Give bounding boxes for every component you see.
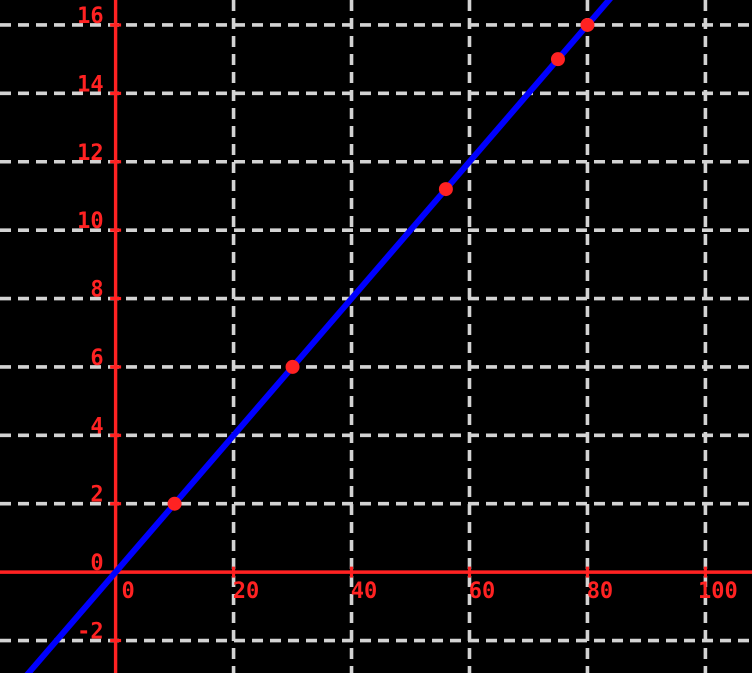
- data-point: [285, 359, 300, 374]
- y-tick-label: 0: [90, 551, 103, 576]
- y-tick-label: 10: [77, 209, 104, 234]
- data-point: [580, 17, 595, 32]
- data-point: [167, 496, 182, 511]
- y-tick-label: 6: [90, 346, 103, 371]
- data-point: [438, 182, 453, 197]
- x-tick-label: 60: [469, 579, 496, 604]
- y-tick-label: 4: [90, 414, 103, 439]
- y-tick-label: 16: [77, 4, 104, 29]
- y-tick-label: 8: [90, 278, 103, 303]
- x-tick-label: 0: [121, 579, 134, 604]
- x-tick-label: 100: [698, 579, 738, 604]
- x-tick-label: 20: [233, 579, 260, 604]
- y-tick-label: 12: [77, 141, 104, 166]
- y-tick-label: -2: [77, 620, 104, 645]
- x-tick-label: 80: [587, 579, 614, 604]
- y-tick-label: 14: [77, 72, 104, 97]
- x-tick-label: 40: [351, 579, 378, 604]
- data-point: [550, 52, 565, 67]
- y-tick-label: 2: [90, 483, 103, 508]
